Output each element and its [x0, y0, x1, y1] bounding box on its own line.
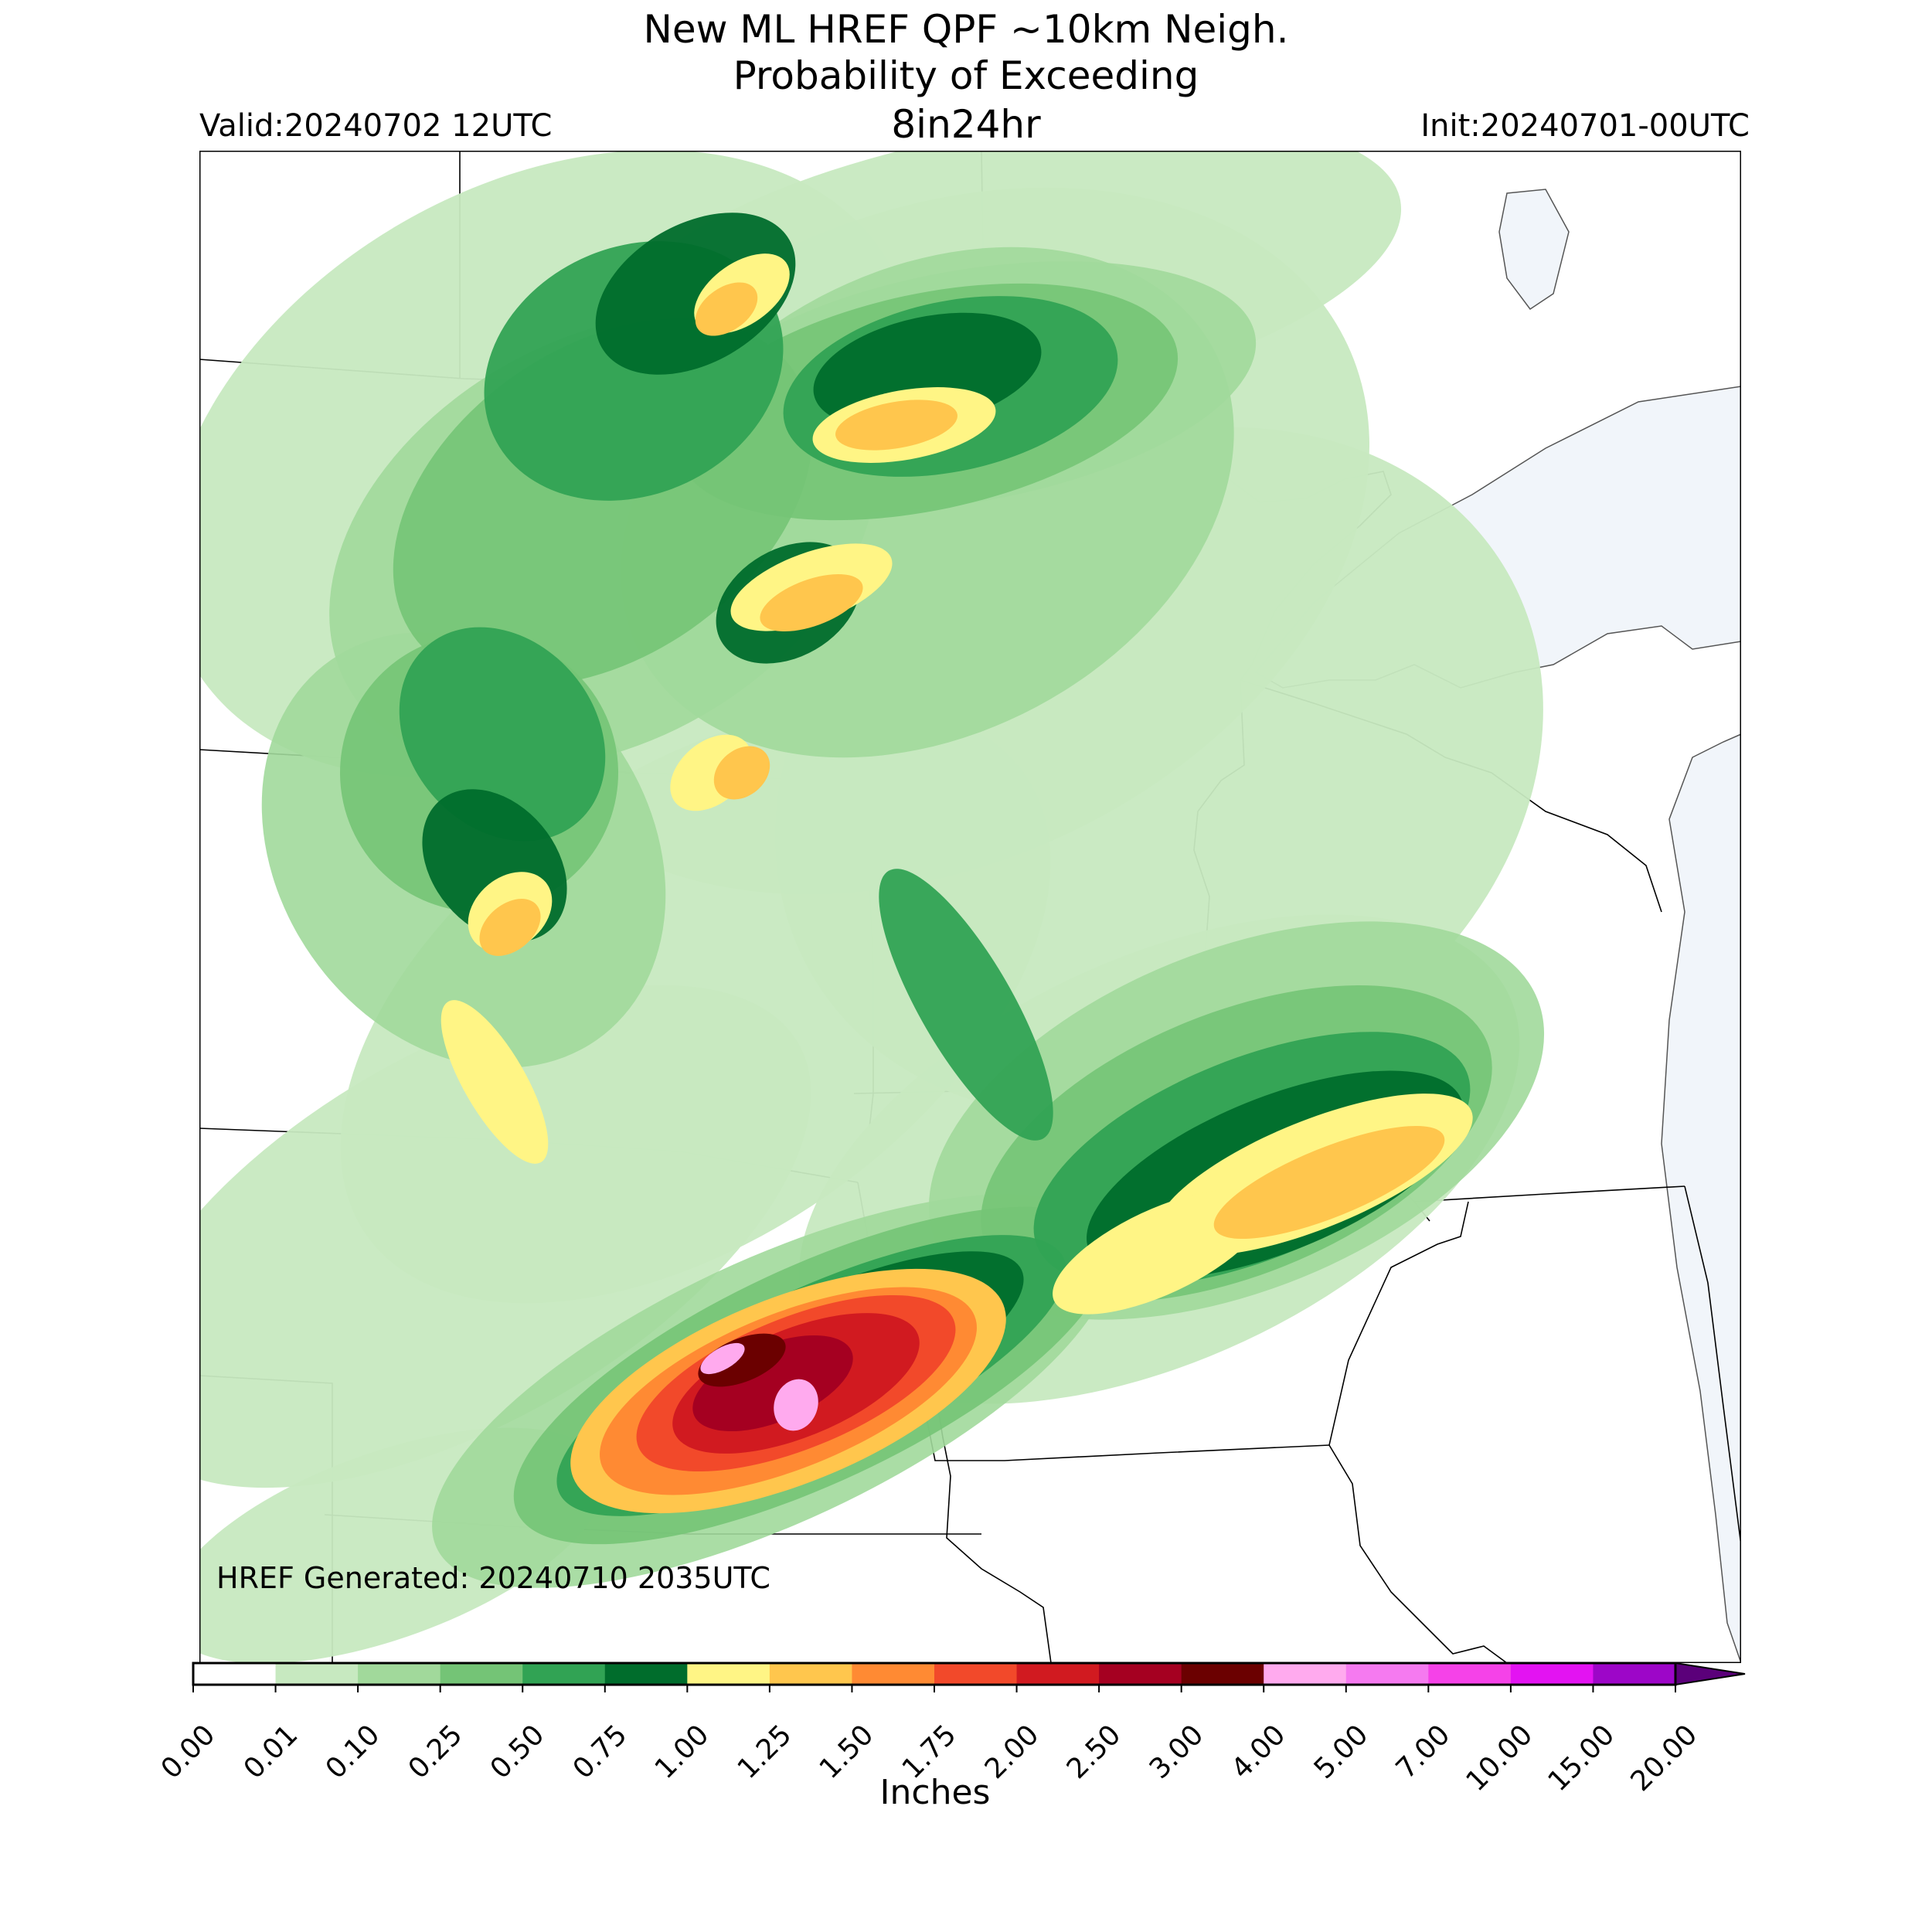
colorbar-bin — [440, 1663, 523, 1685]
colorbar-bin — [193, 1663, 277, 1685]
colorbar-bin — [275, 1663, 359, 1685]
colorbar-bin — [1016, 1663, 1100, 1685]
title-line-2: Probability of Exceeding — [733, 53, 1199, 98]
colorbar-bin — [522, 1663, 606, 1685]
colorbar-bin — [1181, 1663, 1264, 1685]
map-panel — [199, 151, 1741, 1663]
colorbar-bin — [687, 1663, 770, 1685]
colorbar-bin — [604, 1663, 688, 1685]
colorbar-bin — [852, 1663, 935, 1685]
colorbar-bin — [1428, 1663, 1512, 1685]
qpf-probability-field — [199, 151, 1545, 1663]
colorbar-bin — [1264, 1663, 1347, 1685]
href-generated-label: HREF Generated: 20240710 2035UTC — [216, 1561, 770, 1595]
colorbar-bin — [934, 1663, 1018, 1685]
colorbar-bin — [1099, 1663, 1182, 1685]
title-line-1: New ML HREF QPF ~10km Neigh. — [643, 7, 1289, 52]
colorbar-bin — [358, 1663, 441, 1685]
title-line-3: 8in24hr — [891, 102, 1041, 147]
colorbar-bin — [769, 1663, 852, 1685]
init-time-label: Init:20240701-00UTC — [1420, 108, 1750, 144]
colorbar-bin — [1593, 1663, 1676, 1685]
colorbar-extend-arrow — [1675, 1662, 1746, 1686]
valid-time-label: Valid:20240702 12UTC — [199, 108, 553, 144]
colorbar — [192, 1662, 1746, 1692]
colorbar-axis-label: Inches — [879, 1773, 991, 1812]
colorbar-bin — [1510, 1663, 1594, 1685]
colorbar-bin — [1345, 1663, 1429, 1685]
